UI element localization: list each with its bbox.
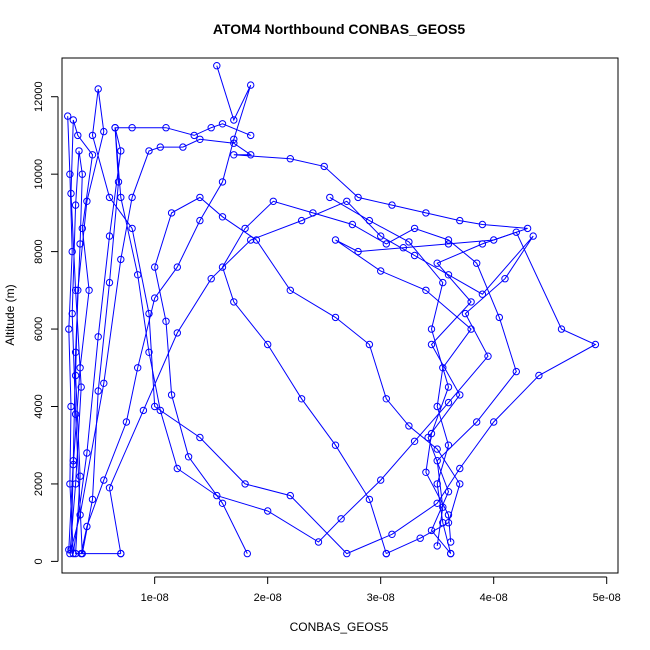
y-tick-label: 12000	[33, 81, 45, 112]
y-tick-label: 4000	[33, 394, 45, 418]
y-axis-label: Altitude (m)	[3, 284, 17, 345]
x-tick-label: 4e-08	[480, 592, 508, 604]
y-tick-label: 2000	[33, 472, 45, 496]
x-axis-label: CONBAS_GEOS5	[290, 620, 389, 634]
y-tick-label: 0	[33, 558, 45, 564]
chart-title: ATOM4 Northbound CONBAS_GEOS5	[213, 21, 465, 37]
x-tick-label: 3e-08	[367, 592, 395, 604]
x-tick-label: 1e-08	[141, 592, 169, 604]
y-tick-label: 6000	[33, 317, 45, 341]
y-tick-label: 10000	[33, 159, 45, 190]
x-tick-label: 2e-08	[254, 592, 282, 604]
y-tick-label: 8000	[33, 239, 45, 263]
x-tick-label: 5e-08	[593, 592, 621, 604]
